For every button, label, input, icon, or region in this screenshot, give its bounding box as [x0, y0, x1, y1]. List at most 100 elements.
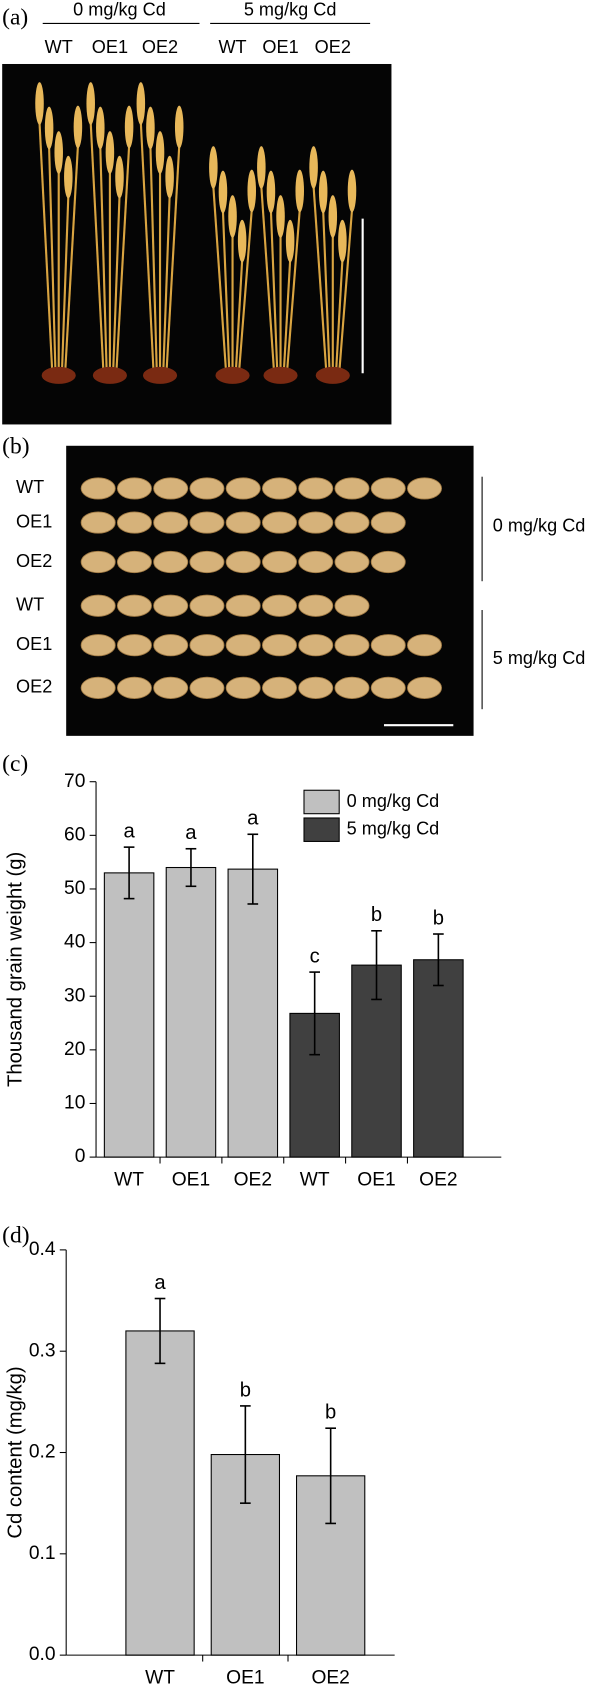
stem	[38, 122, 54, 374]
ear	[318, 170, 328, 214]
significance-letter: b	[433, 907, 444, 929]
legend-label: 5 mg/kg Cd	[347, 818, 440, 838]
grain	[334, 511, 370, 534]
stem	[234, 260, 244, 374]
stem	[237, 210, 253, 374]
ear	[338, 219, 347, 263]
grain	[189, 477, 225, 500]
grain	[116, 594, 152, 617]
grain	[407, 676, 442, 699]
ear	[257, 146, 266, 189]
y-axis-label: Cd content (mg/kg)	[4, 1366, 26, 1538]
y-tick-label: 0.2	[29, 1442, 56, 1463]
significance-letter: a	[123, 821, 135, 843]
panel-label: (a)	[2, 5, 28, 31]
y-tick-label: 70	[64, 771, 85, 792]
stem	[260, 186, 276, 374]
grain	[225, 594, 261, 617]
ear	[266, 170, 276, 214]
x-tick-label: OE1	[172, 1170, 210, 1191]
grain	[261, 550, 297, 574]
grain	[370, 634, 406, 657]
stem	[48, 147, 57, 374]
stem	[115, 146, 131, 374]
row-label: OE1	[16, 511, 52, 531]
significance-letter: b	[371, 904, 382, 926]
grain	[298, 594, 334, 617]
ear	[96, 106, 105, 150]
ear	[295, 169, 304, 213]
grain	[80, 676, 116, 699]
grain	[116, 550, 152, 574]
grain	[225, 511, 261, 534]
ear	[328, 195, 338, 238]
grain	[189, 511, 225, 534]
stem	[269, 211, 279, 374]
significance-letter: a	[247, 808, 259, 830]
y-tick-label: 10	[64, 1093, 85, 1114]
x-tick-label: OE2	[419, 1170, 457, 1191]
x-tick-label: OE1	[226, 1668, 264, 1685]
stem	[149, 147, 158, 374]
stem	[322, 211, 331, 374]
column-label: WT	[218, 37, 246, 57]
stem	[338, 210, 354, 374]
significance-letter: c	[310, 946, 320, 968]
stem	[139, 122, 155, 374]
column-label: WT	[45, 37, 73, 57]
grain	[370, 550, 406, 574]
group-label: 5 mg/kg Cd	[493, 648, 586, 668]
grain	[189, 634, 225, 657]
grain	[334, 594, 370, 617]
grains	[80, 477, 442, 699]
roots	[92, 366, 127, 384]
ear	[247, 169, 257, 213]
bar	[125, 1330, 195, 1656]
legend-swatch	[303, 789, 340, 815]
grain	[116, 676, 152, 699]
column-label: OE2	[315, 37, 351, 57]
grain	[225, 676, 261, 699]
ear	[174, 105, 184, 149]
stem	[112, 196, 121, 374]
significance-letter: a	[185, 822, 197, 844]
ear	[165, 155, 174, 199]
grain	[153, 550, 189, 574]
grain	[80, 477, 116, 500]
grain	[334, 477, 370, 500]
grain	[80, 634, 116, 657]
column-label: OE2	[142, 37, 178, 57]
grain	[370, 477, 406, 500]
stem	[162, 196, 171, 374]
ear	[35, 82, 44, 125]
y-tick-label: 20	[64, 1039, 85, 1060]
ear	[86, 82, 95, 125]
roots	[142, 366, 178, 384]
grain	[261, 676, 297, 699]
grain	[80, 594, 116, 617]
x-tick-label: OE1	[357, 1170, 395, 1191]
y-tick-label: 0.1	[29, 1543, 56, 1564]
bar	[413, 959, 464, 1158]
plants	[35, 82, 357, 384]
grain	[225, 634, 261, 657]
stem	[282, 260, 292, 374]
grain	[370, 676, 406, 699]
bar	[227, 868, 279, 1158]
y-tick-label: 0.4	[29, 1239, 56, 1260]
grain	[334, 634, 370, 657]
roots	[315, 366, 350, 384]
grain	[153, 594, 189, 617]
grain	[298, 676, 334, 699]
row-label: OE1	[16, 634, 52, 654]
stem	[221, 211, 231, 374]
ear	[124, 105, 134, 149]
grain	[261, 634, 297, 657]
panel-label: (c)	[2, 751, 28, 777]
row-label: WT	[16, 477, 44, 497]
grain	[80, 550, 116, 574]
row-label: OE2	[16, 551, 52, 571]
group-label: 0 mg/kg Cd	[73, 0, 166, 19]
